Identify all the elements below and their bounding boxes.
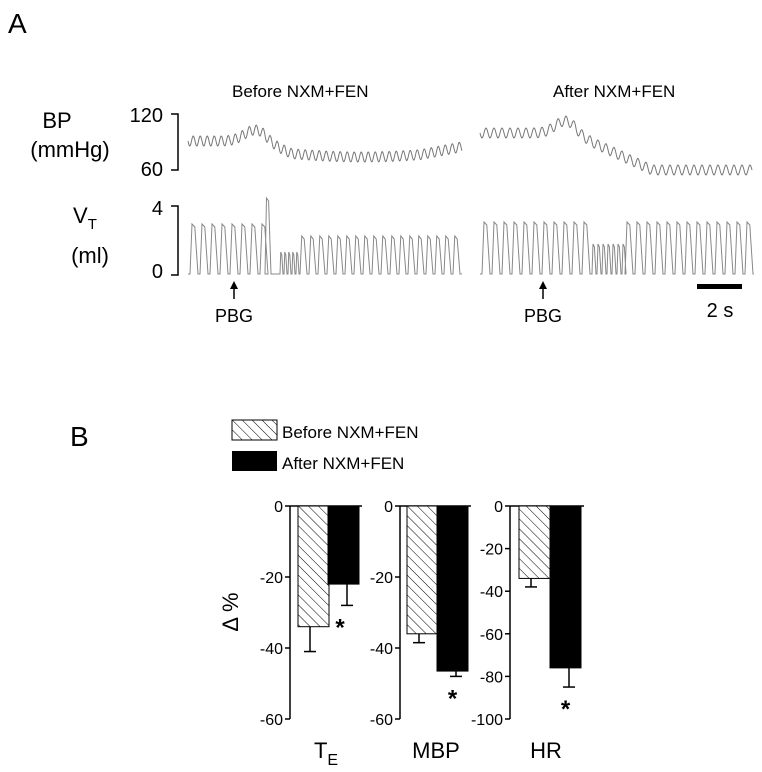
significance-asterisk: * (561, 696, 571, 723)
bar-charts: 0 -20 -40 -60 * TE 0 -20 -40 -60 * MBP 0 -20 -40 -60 -80… (260, 499, 584, 769)
vt-axis-unit: (ml) (71, 243, 109, 268)
y-tick-label: -20 (370, 570, 393, 587)
vt-scale-bracket (171, 205, 179, 276)
y-tick-label: 0 (384, 499, 393, 516)
bar-before (406, 505, 439, 635)
bp-axis-label: BP (42, 108, 71, 133)
bp-tick-top: 120 (130, 105, 163, 127)
bar-after (549, 505, 582, 669)
after-condition-title: After NXM+FEN (553, 82, 675, 101)
legend: Before NXM+FEN After NXM+FEN (231, 419, 419, 473)
delta-percent-ylabel: Δ % (218, 592, 243, 631)
pbg-marker-after: PBG (524, 281, 562, 326)
legend-label-after: After NXM+FEN (282, 454, 404, 473)
legend-swatch-before (231, 419, 278, 441)
y-tick-label: -40 (370, 641, 393, 658)
significance-asterisk: * (335, 614, 345, 641)
x-category-label: HR (530, 738, 562, 763)
y-tick-label: 0 (494, 499, 503, 516)
vt-trace-before (188, 196, 462, 275)
bar-chart-hr: 0 -20 -40 -60 -80 -100 * HR (471, 499, 584, 763)
y-tick-label: -60 (480, 627, 503, 644)
y-tick-label: -80 (480, 669, 503, 686)
bp-trace-before (187, 124, 463, 163)
pbg-label-before: PBG (215, 306, 253, 326)
y-tick-label: -40 (260, 641, 283, 658)
bar-before (518, 505, 551, 579)
bp-scale-bracket (171, 113, 179, 171)
y-tick-label: -60 (260, 712, 283, 729)
vt-tick-bottom: 0 (152, 261, 163, 283)
panel-b-label: B (70, 421, 89, 452)
panel-a: A Before NXM+FEN After NXM+FEN BP (mmHg)… (8, 8, 754, 326)
before-condition-title: Before NXM+FEN (232, 82, 369, 101)
bp-tick-bottom: 60 (141, 159, 163, 181)
pbg-label-after: PBG (524, 306, 562, 326)
bar-chart-mbp: 0 -20 -40 -60 * MBP (370, 499, 471, 763)
x-category-label: TE (314, 738, 338, 769)
panel-a-label: A (8, 8, 27, 39)
arrow-up-icon (539, 281, 547, 289)
x-category-label: MBP (412, 738, 460, 763)
bp-axis-unit: (mmHg) (30, 137, 109, 162)
legend-label-before: Before NXM+FEN (282, 423, 419, 442)
legend-swatch-after (232, 451, 277, 471)
pbg-marker-before: PBG (215, 281, 253, 326)
y-tick-label: -20 (480, 542, 503, 559)
y-tick-label: -20 (260, 570, 283, 587)
vt-tick-top: 4 (152, 198, 163, 220)
bar-after (436, 505, 469, 672)
bar-after (327, 505, 360, 585)
vt-axis-label: VT (73, 203, 97, 233)
y-tick-label: -100 (471, 712, 503, 729)
time-scale-label: 2 s (707, 300, 734, 322)
bar-chart-t: 0 -20 -40 -60 * TE (260, 499, 362, 769)
time-scale-bar (697, 284, 742, 289)
vt-trace-after (480, 220, 754, 275)
arrow-up-icon (230, 281, 238, 289)
y-tick-label: -60 (370, 712, 393, 729)
bp-trace-after (479, 115, 753, 176)
panel-b: B Before NXM+FEN After NXM+FEN Δ % 0 -20 -… (70, 419, 584, 769)
significance-asterisk: * (448, 685, 458, 712)
y-tick-label: 0 (274, 499, 283, 516)
y-tick-label: -40 (480, 584, 503, 601)
bar-before (297, 505, 330, 628)
